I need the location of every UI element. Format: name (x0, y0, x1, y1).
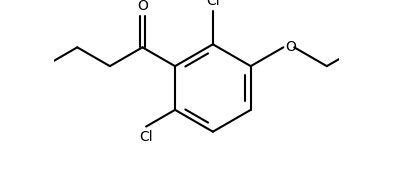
Text: Cl: Cl (140, 130, 153, 144)
Text: O: O (286, 40, 297, 54)
Text: O: O (137, 0, 148, 13)
Text: Cl: Cl (206, 0, 220, 8)
